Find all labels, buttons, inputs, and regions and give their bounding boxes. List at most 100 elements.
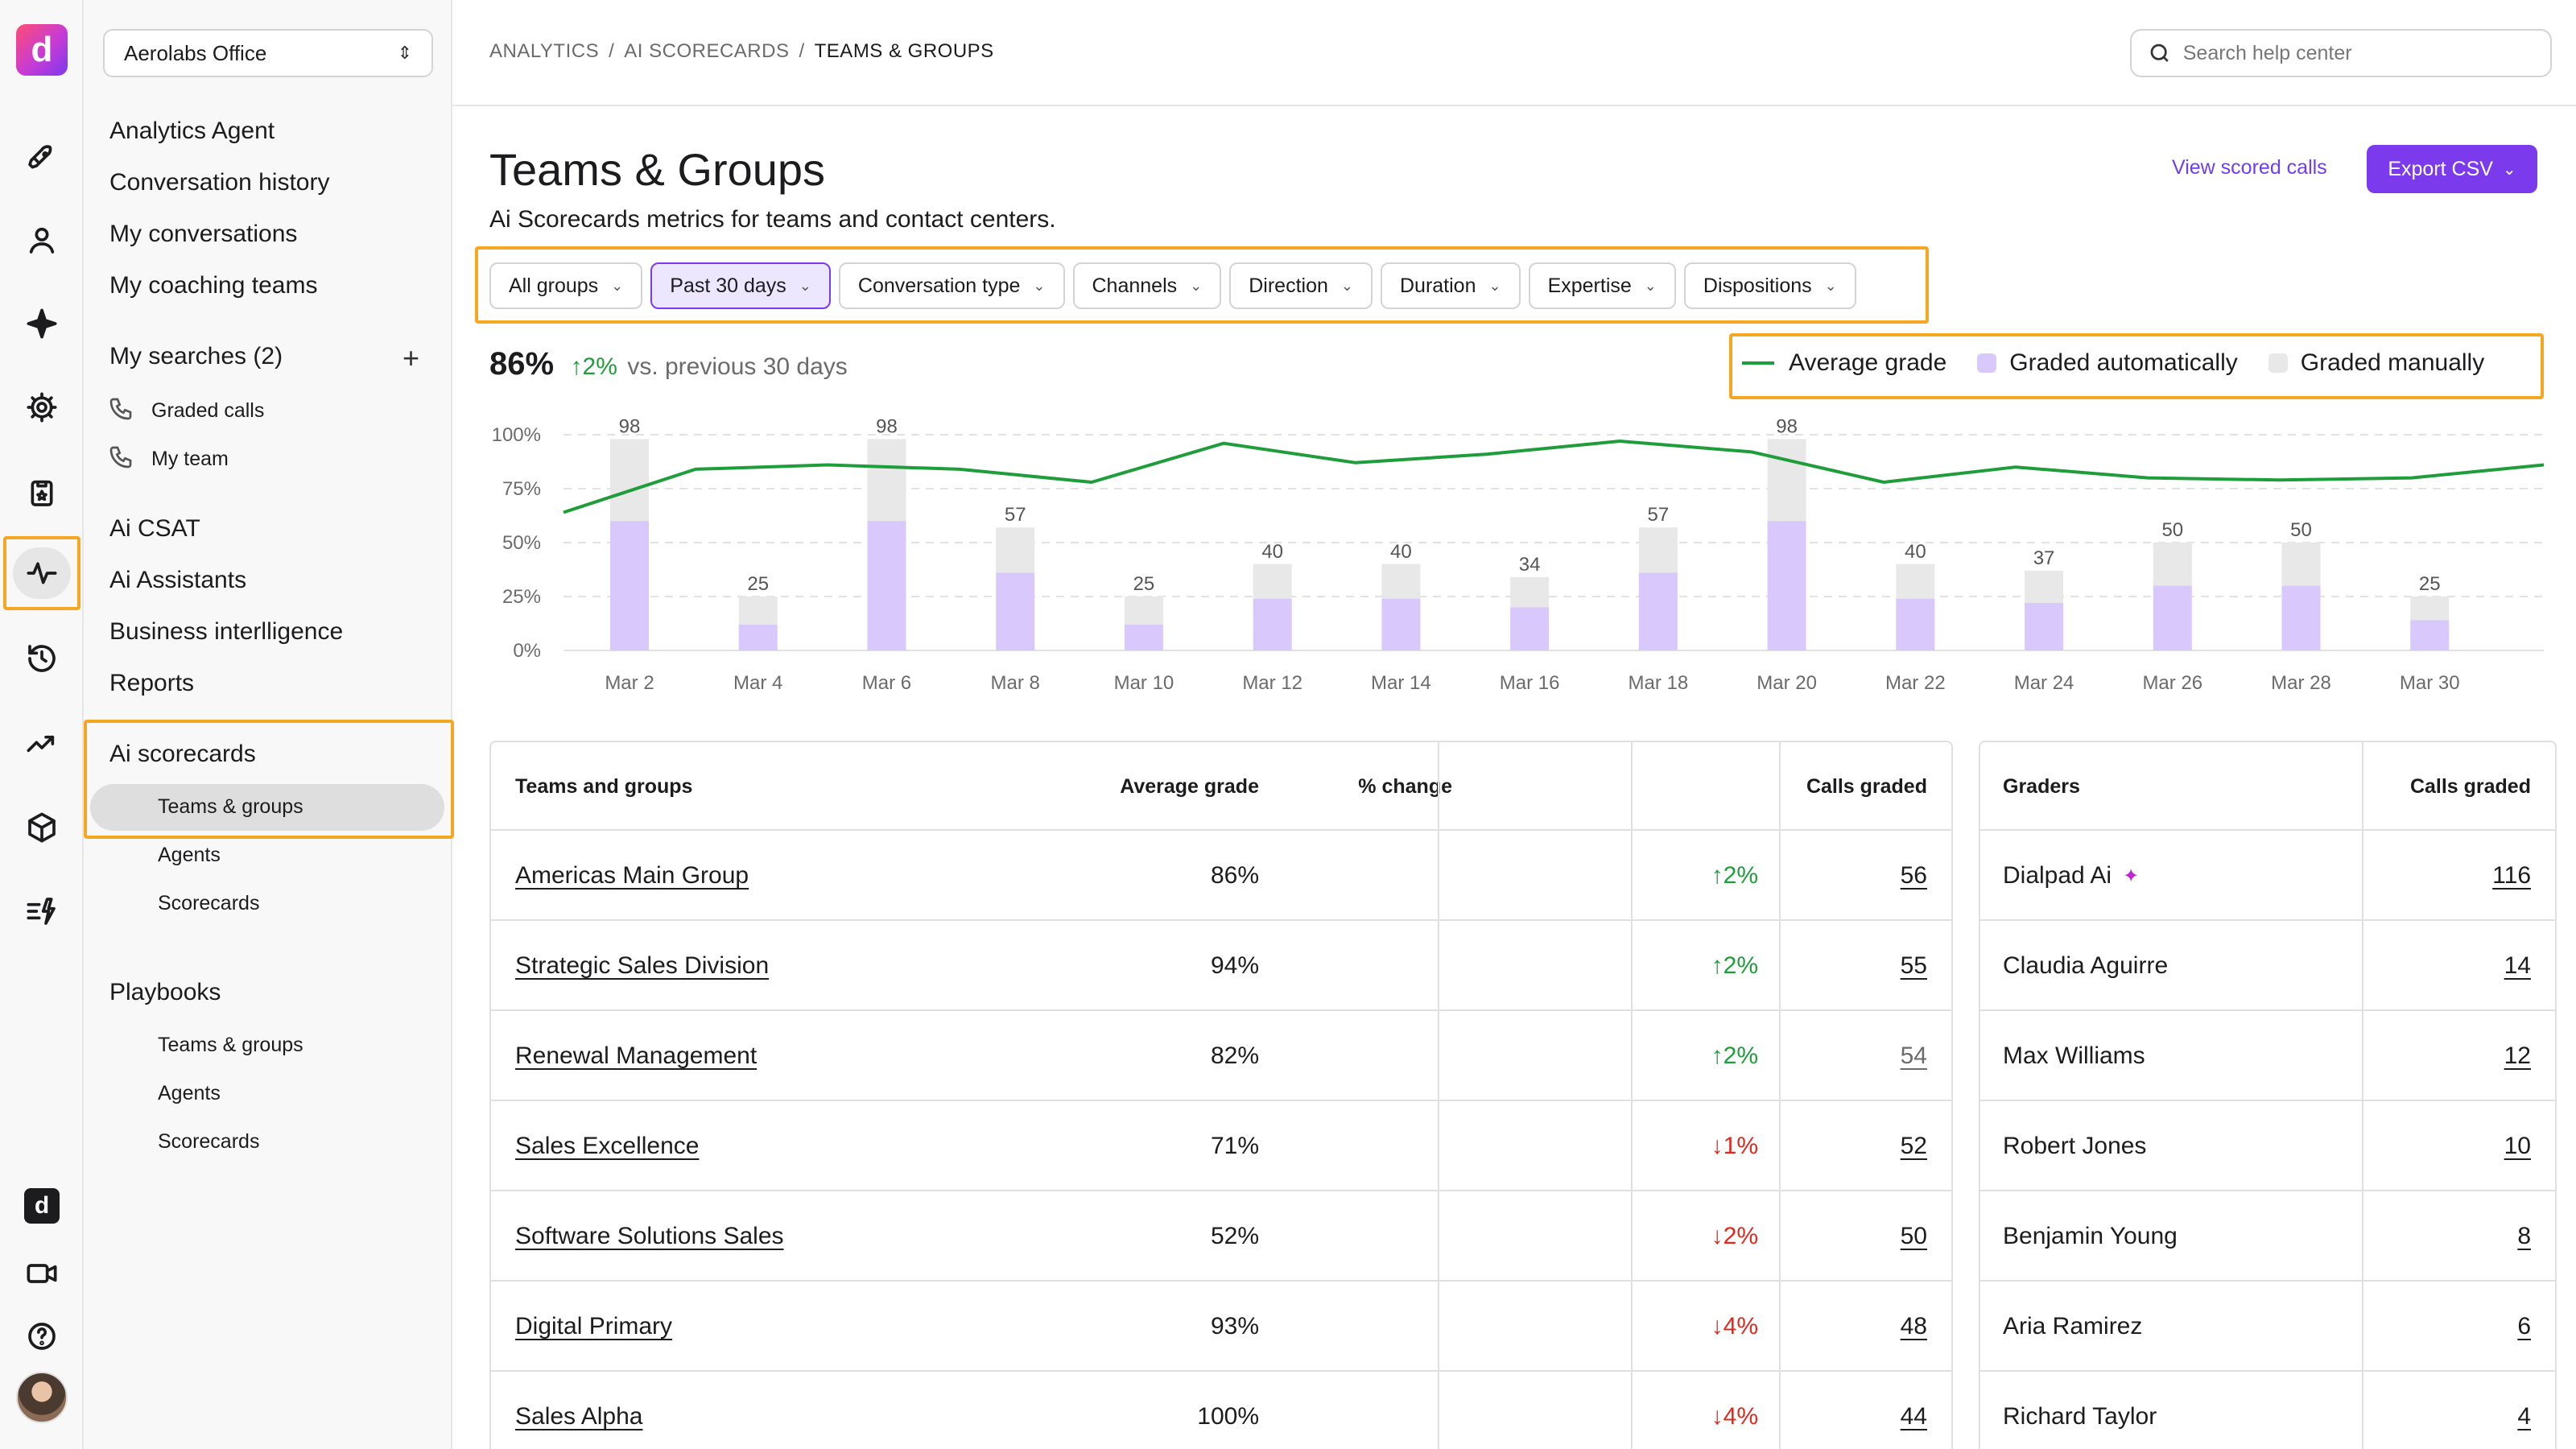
sparkle-icon[interactable] <box>19 301 64 346</box>
nav-graded-calls[interactable]: Graded calls <box>151 399 265 422</box>
grader-calls-graded-link[interactable]: 6 <box>2517 1313 2531 1340</box>
trend-icon[interactable] <box>19 721 64 766</box>
export-csv-button[interactable]: Export CSV ⌄ <box>2367 145 2537 193</box>
grader-calls-graded-link[interactable]: 8 <box>2517 1223 2531 1249</box>
breadcrumb-analytics[interactable]: ANALYTICS <box>489 40 600 62</box>
nav-my-searches[interactable]: My searches (2) <box>109 343 283 369</box>
activity-icon[interactable] <box>19 551 64 596</box>
divider <box>2362 742 2363 1449</box>
col-average-grade[interactable]: Average grade <box>1120 774 1259 798</box>
data-label: 40 <box>1390 541 1412 563</box>
dialpad-logo-letter: d <box>34 1192 50 1219</box>
gear-icon[interactable] <box>19 385 64 430</box>
filter-expertise[interactable]: Expertise ⌄ <box>1528 262 1676 309</box>
cube-icon[interactable] <box>19 805 64 850</box>
nav-conversation-history[interactable]: Conversation history <box>109 169 330 196</box>
col-calls-graded[interactable]: Calls graded <box>1806 774 1927 798</box>
bar-auto <box>2153 585 2192 650</box>
org-select[interactable]: Aerolabs Office ⇕ <box>103 29 433 77</box>
dialpad-logo-icon[interactable]: d <box>24 1188 60 1224</box>
team-name-link[interactable]: Sales Excellence <box>515 1133 700 1159</box>
team-calls-graded-link[interactable]: 56 <box>1900 862 1927 889</box>
team-calls-graded-link[interactable]: 48 <box>1900 1313 1927 1340</box>
nav-reports[interactable]: Reports <box>109 670 195 696</box>
help-icon[interactable] <box>19 1314 64 1359</box>
grader-name: Aria Ramirez <box>2003 1282 2142 1372</box>
grader-calls-graded-link[interactable]: 116 <box>2492 862 2531 889</box>
team-name-link[interactable]: Sales Alpha <box>515 1403 643 1430</box>
team-name-link[interactable]: Software Solutions Sales <box>515 1223 784 1249</box>
app-logo[interactable]: d <box>16 24 68 76</box>
nav-ai-assistants[interactable]: Ai Assistants <box>109 567 247 593</box>
grader-calls-graded-link[interactable]: 10 <box>2504 1133 2531 1159</box>
col-teams[interactable]: Teams and groups <box>515 774 693 798</box>
nav-scorecards-scorecards[interactable]: Scorecards <box>158 892 260 914</box>
team-calls-graded-link[interactable]: 50 <box>1900 1223 1927 1249</box>
avatar[interactable] <box>16 1372 68 1423</box>
nav-scorecards-agents[interactable]: Agents <box>158 844 221 866</box>
nav-playbooks-scorecards[interactable]: Scorecards <box>158 1130 260 1153</box>
history-icon[interactable] <box>19 636 64 681</box>
add-search-icon[interactable]: + <box>402 341 420 374</box>
rocket-icon[interactable] <box>19 135 64 180</box>
filter-bar: All groups ⌄ Past 30 days ⌄ Conversation typ… <box>489 262 1856 309</box>
team-name-link[interactable]: Digital Primary <box>515 1313 673 1340</box>
grader-calls-graded-link[interactable]: 14 <box>2504 952 2531 979</box>
divider <box>1779 742 1781 1449</box>
nav-ai-csat[interactable]: Ai CSAT <box>109 515 200 542</box>
team-calls-graded-link[interactable]: 55 <box>1900 952 1927 979</box>
y-tick-label: 50% <box>502 532 541 554</box>
search-box[interactable] <box>2130 29 2552 77</box>
filter-channels[interactable]: Channels ⌄ <box>1072 262 1222 309</box>
nav-business-intelligence[interactable]: Business interlligence <box>109 618 344 645</box>
team-calls-graded-link[interactable]: 52 <box>1900 1133 1927 1159</box>
search-input[interactable] <box>2182 41 2534 65</box>
grader-calls-graded-link[interactable]: 12 <box>2504 1042 2531 1069</box>
nav-my-conversations[interactable]: My conversations <box>109 221 298 247</box>
nav-playbooks-teams-groups[interactable]: Teams & groups <box>158 1034 303 1056</box>
team-calls-graded-link[interactable]: 54 <box>1900 1042 1927 1069</box>
person-icon[interactable] <box>19 217 64 262</box>
phone-icon <box>108 444 137 473</box>
view-scored-calls-link[interactable]: View scored calls <box>2172 156 2327 179</box>
team-name-link[interactable]: Strategic Sales Division <box>515 952 770 979</box>
legend-average-grade[interactable]: Average grade <box>1742 349 1946 377</box>
filter-conversation-type[interactable]: Conversation type ⌄ <box>838 262 1065 309</box>
bar-manual <box>1767 439 1806 522</box>
nav-scorecards-teams-groups[interactable]: Teams & groups <box>158 795 303 818</box>
nav-ai-scorecards[interactable]: Ai scorecards <box>109 741 256 767</box>
legend-graded-manually[interactable]: Graded manually <box>2268 349 2484 377</box>
team-name-link[interactable]: Renewal Management <box>515 1042 758 1069</box>
ai-sparkle-icon: ✦ <box>2123 865 2140 887</box>
filter-label: Dispositions <box>1703 274 1812 297</box>
team-name-link[interactable]: Americas Main Group <box>515 862 749 889</box>
col-graders[interactable]: Graders <box>2003 774 2080 798</box>
data-label: 57 <box>1005 504 1026 526</box>
filter-duration[interactable]: Duration ⌄ <box>1380 262 1521 309</box>
filter-direction[interactable]: Direction ⌄ <box>1229 262 1373 309</box>
lightning-list-icon[interactable] <box>19 889 64 934</box>
filter-dispositions[interactable]: Dispositions ⌄ <box>1683 262 1856 309</box>
nav-analytics-agent[interactable]: Analytics Agent <box>109 118 275 144</box>
nav-playbooks[interactable]: Playbooks <box>109 979 221 1005</box>
clipboard-icon[interactable] <box>19 470 64 515</box>
x-tick-label: Mar 4 <box>733 672 782 694</box>
legend-graded-automatically[interactable]: Graded automatically <box>1977 349 2238 377</box>
video-icon[interactable] <box>19 1251 64 1296</box>
col-change[interactable]: % change <box>1358 774 1452 798</box>
table-row: Max Williams 12 <box>1980 1011 2555 1101</box>
grader-name-label: Max Williams <box>2003 1042 2145 1069</box>
team-calls-graded-link[interactable]: 44 <box>1900 1403 1927 1430</box>
nav-my-team[interactable]: My team <box>151 448 229 470</box>
nav-my-coaching-teams[interactable]: My coaching teams <box>109 272 318 299</box>
col-grader-calls-graded[interactable]: Calls graded <box>2409 774 2531 798</box>
data-label: 98 <box>619 415 641 437</box>
breadcrumb-ai-scorecards[interactable]: AI SCORECARDS <box>624 40 790 62</box>
chevron-down-icon: ⌄ <box>799 277 811 294</box>
grader-calls-graded-link[interactable]: 4 <box>2517 1403 2531 1430</box>
filter-all-groups[interactable]: All groups ⌄ <box>489 262 643 309</box>
nav-playbooks-agents[interactable]: Agents <box>158 1082 221 1104</box>
filter-past-30-days[interactable]: Past 30 days ⌄ <box>650 262 831 309</box>
x-tick-label: Mar 24 <box>2014 672 2074 694</box>
data-label: 25 <box>747 573 769 595</box>
